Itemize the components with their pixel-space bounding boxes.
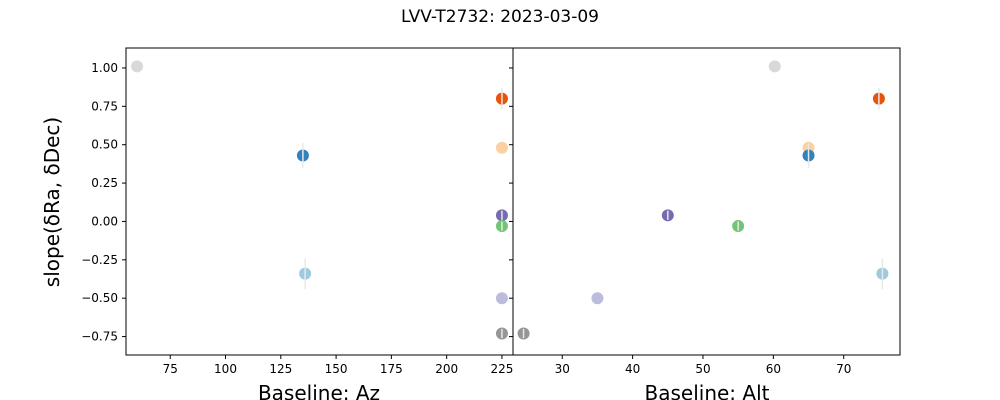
x-tick-label: 100 bbox=[214, 362, 237, 376]
x-tick-label: 175 bbox=[380, 362, 403, 376]
y-tick-label: −0.75 bbox=[81, 330, 118, 344]
chart-panels: 1.00 0.75 0.50 0.25 0.00 −0.25 −0.50 −0.75 75 100… bbox=[81, 47, 901, 376]
plot-frame-alt bbox=[512, 47, 901, 356]
y-tick-label: −0.50 bbox=[81, 291, 118, 305]
x-axis-label-alt: Baseline: Alt bbox=[645, 381, 770, 400]
data-point bbox=[591, 292, 604, 305]
data-point bbox=[495, 292, 508, 305]
y-tick-label: 0.75 bbox=[91, 99, 118, 113]
y-tick-label: 0.50 bbox=[91, 138, 118, 152]
plot-frame-az bbox=[125, 47, 514, 356]
panel-alt: 30 40 50 60 70 bbox=[509, 47, 901, 376]
y-tick-label: −0.25 bbox=[81, 253, 118, 267]
data-point bbox=[131, 60, 144, 73]
x-tick-label: 60 bbox=[766, 362, 781, 376]
x-tick-label: 50 bbox=[695, 362, 710, 376]
y-tick-label: 1.00 bbox=[91, 61, 118, 75]
x-tick-label: 200 bbox=[435, 362, 458, 376]
data-point bbox=[495, 141, 508, 154]
x-tick-label: 75 bbox=[163, 362, 178, 376]
panel-az: 1.00 0.75 0.50 0.25 0.00 −0.25 −0.50 −0.75 75 100… bbox=[81, 47, 514, 376]
y-axis-label: slope(δRa, δDec) bbox=[40, 117, 64, 287]
y-tick-label: 0.00 bbox=[91, 214, 118, 228]
x-tick-label: 40 bbox=[625, 362, 640, 376]
data-point bbox=[768, 60, 781, 73]
y-tick-label: 0.25 bbox=[91, 176, 118, 190]
chart-title: LVV-T2732: 2023-03-09 bbox=[401, 7, 599, 27]
x-tick-label: 150 bbox=[325, 362, 348, 376]
x-tick-label: 70 bbox=[836, 362, 851, 376]
x-tick-label: 125 bbox=[269, 362, 292, 376]
x-tick-label: 30 bbox=[555, 362, 570, 376]
x-tick-label: 225 bbox=[490, 362, 513, 376]
x-axis-label-az: Baseline: Az bbox=[258, 381, 380, 400]
